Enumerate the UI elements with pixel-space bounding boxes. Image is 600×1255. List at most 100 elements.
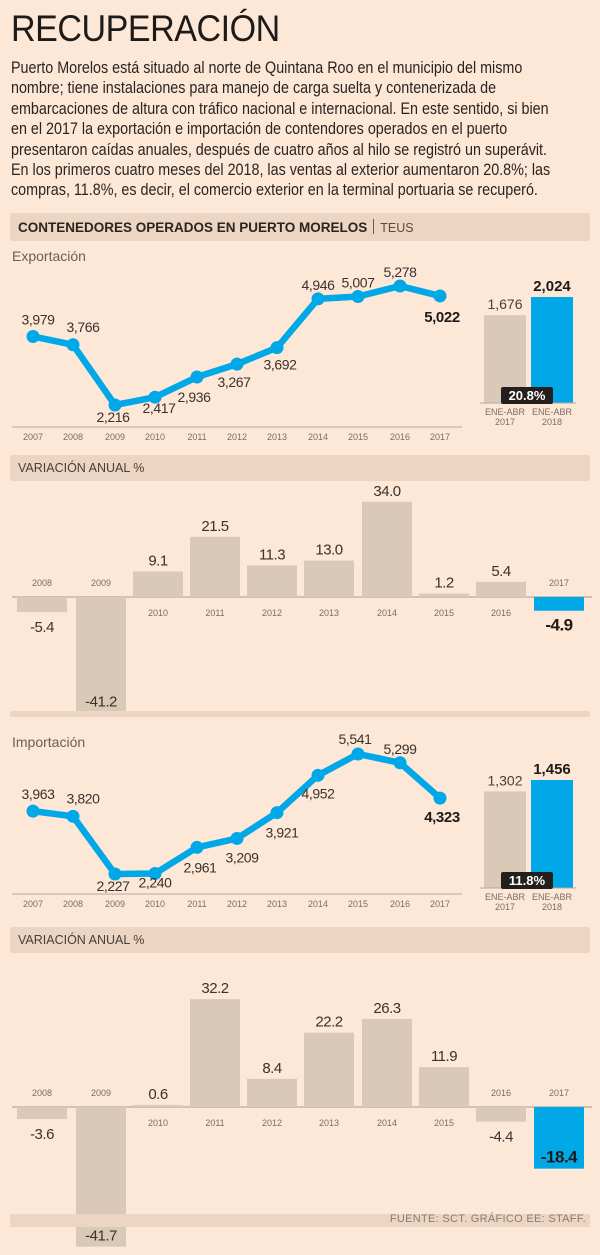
x-tick-2015: 2015 [348,899,368,909]
variation-bar-2011 [190,536,240,597]
data-point-2016 [393,279,407,293]
x-tick-2012: 2012 [227,899,247,909]
variation-value-2017: -18.4 [541,1148,578,1167]
variation-bar-2012 [247,1078,297,1107]
data-label-2011: 2,961 [183,859,217,875]
variation-value-2014: 26.3 [373,1000,400,1017]
variation-year-2017: 2017 [549,578,569,588]
data-label-2010: 2,417 [142,400,176,416]
data-label-2013: 3,921 [265,825,299,841]
x-tick-2016: 2016 [390,432,410,442]
variation-year-2015: 2015 [434,608,454,618]
variation-year-2009: 2009 [91,578,111,588]
variation-value-2014: 34.0 [373,483,400,500]
x-tick-2017: 2017 [430,432,450,442]
comparison-bar-1 [531,780,573,888]
intro-line: En los primeros cuatro meses del 2018, l… [11,160,551,179]
variation-year-2014: 2014 [377,1118,397,1128]
x-tick-2008: 2008 [63,899,83,909]
export-label: Exportación [12,248,86,264]
comparison-bar-0 [484,791,526,888]
intro-line: compras, 11.8%, es decir, el comercio ex… [11,181,538,200]
change-badge-label: 11.8% [509,873,546,888]
comparison-value-1: 2,024 [533,278,571,295]
intro-line: nombre; tiene instalaciones para manejo … [11,79,497,98]
x-tick-2010: 2010 [145,432,165,442]
variation-value-2011: 32.2 [201,980,228,997]
variation-bar-2014 [362,501,412,597]
variation-value-2015: 1.2 [434,575,454,592]
variation-bar-2014 [362,1018,412,1107]
variation-value-2017: -4.9 [545,616,572,635]
variation-value-2009: -41.7 [85,1228,117,1245]
data-point-2011 [190,370,204,384]
variation-year-2015: 2015 [434,1118,454,1128]
variation-bar-2011 [190,999,240,1107]
data-label-2016: 5,299 [383,741,417,757]
variation-value-2015: 11.9 [431,1048,457,1065]
x-tick-2014: 2014 [308,432,328,442]
data-point-2017 [433,791,447,805]
variation-value-2010: 9.1 [148,553,168,570]
variation-bar-2017 [534,597,584,611]
variation-value-2008: -5.4 [30,619,54,636]
variation-year-2014: 2014 [377,608,397,618]
variation-year-2016: 2016 [491,608,511,618]
comparison-category-0: 2017 [495,417,515,427]
data-label-2015: 5,541 [338,731,372,747]
data-label-2008: 3,766 [66,319,100,335]
data-label-2014: 4,952 [301,785,335,801]
variation-value-2012: 11.3 [259,546,285,563]
variation-value-2013: 22.2 [315,1014,342,1031]
variation-bar-2010 [133,1104,183,1107]
comparison-value-0: 1,302 [487,772,522,788]
comparison-bar-1 [531,297,573,403]
data-point-2008 [66,809,80,823]
data-point-2013 [270,341,284,355]
comparison-category-1: ENE-ABR [532,407,573,417]
change-badge [501,872,553,889]
data-point-2015 [351,747,365,761]
data-point-2008 [66,338,80,352]
variation-bar-2017 [534,1107,584,1169]
data-label-2007: 3,963 [21,786,55,802]
intro-line: en el 2017 la exportación e importación … [11,120,508,139]
variation-bar-2008 [17,597,67,613]
variation-year-2008: 2008 [32,1088,52,1098]
comparison-category-1: ENE-ABR [532,892,573,902]
variation-bar-2013 [304,560,354,597]
footer-bar: FUENTE: SCT. GRÁFICO EE: STAFF. [10,1213,590,1227]
data-label-2016: 5,278 [383,264,417,280]
x-tick-2007: 2007 [23,899,43,909]
x-tick-2008: 2008 [63,432,83,442]
data-label-2011: 2,936 [177,389,211,405]
data-label-2013: 3,692 [263,357,297,373]
section-header-title: CONTENEDORES OPERADOS EN PUERTO MORELOS [18,220,368,235]
x-tick-2009: 2009 [105,899,125,909]
data-label-2010: 2,240 [138,875,172,891]
variation-bar-2016 [476,581,526,597]
data-point-2010 [148,390,162,404]
variation-year-2010: 2010 [148,1118,168,1128]
x-tick-2013: 2013 [267,432,287,442]
data-label-2007: 3,979 [21,311,55,327]
variation-bar-2008 [17,1107,67,1120]
variation-bar-2010 [133,571,183,597]
page-title: RECUPERACIÓN [11,8,280,49]
x-tick-2010: 2010 [145,899,165,909]
variation-value-2008: -3.6 [30,1126,54,1143]
export-variation-title: VARIACIÓN ANUAL % [18,461,145,475]
import-variation-title: VARIACIÓN ANUAL % [18,933,145,947]
data-point-2007 [26,329,40,343]
data-label-2008: 3,820 [66,790,100,806]
variation-value-2010: 0.6 [148,1086,168,1103]
intro-line: presentaron caídas anuales, después de c… [11,140,548,159]
variation-year-2017: 2017 [549,1088,569,1098]
change-badge [501,387,553,404]
divider-bar [10,711,590,717]
x-tick-2011: 2011 [187,899,206,909]
comparison-category-0: ENE-ABR [485,407,526,417]
variation-year-2013: 2013 [319,608,339,618]
data-label-2012: 3,267 [217,374,251,390]
